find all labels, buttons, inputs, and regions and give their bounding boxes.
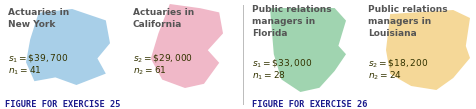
Text: $s_2 = \$18,200$: $s_2 = \$18,200$ bbox=[367, 57, 427, 69]
Polygon shape bbox=[269, 8, 345, 92]
Text: FIGURE FOR EXERCISE 26: FIGURE FOR EXERCISE 26 bbox=[251, 100, 367, 109]
Text: $s_1 = \$33,000$: $s_1 = \$33,000$ bbox=[251, 57, 312, 69]
Text: $n_2 = 24$: $n_2 = 24$ bbox=[367, 69, 401, 82]
Text: FIGURE FOR EXERCISE 25: FIGURE FOR EXERCISE 25 bbox=[5, 100, 120, 109]
Text: $n_1 = 41$: $n_1 = 41$ bbox=[8, 64, 41, 77]
Text: $n_1 = 28$: $n_1 = 28$ bbox=[251, 69, 285, 82]
Polygon shape bbox=[385, 10, 469, 90]
Text: Actuaries in
California: Actuaries in California bbox=[133, 8, 194, 29]
Polygon shape bbox=[150, 4, 223, 88]
Text: Public relations
managers in
Florida: Public relations managers in Florida bbox=[251, 5, 331, 38]
Text: Public relations
managers in
Louisiana: Public relations managers in Louisiana bbox=[367, 5, 446, 38]
Text: $s_1 = \$39,700$: $s_1 = \$39,700$ bbox=[8, 52, 68, 64]
Text: Actuaries in
New York: Actuaries in New York bbox=[8, 8, 69, 29]
Text: $n_2 = 61$: $n_2 = 61$ bbox=[133, 64, 166, 77]
Text: $s_2 = \$29,000$: $s_2 = \$29,000$ bbox=[133, 52, 193, 64]
Polygon shape bbox=[26, 9, 110, 85]
